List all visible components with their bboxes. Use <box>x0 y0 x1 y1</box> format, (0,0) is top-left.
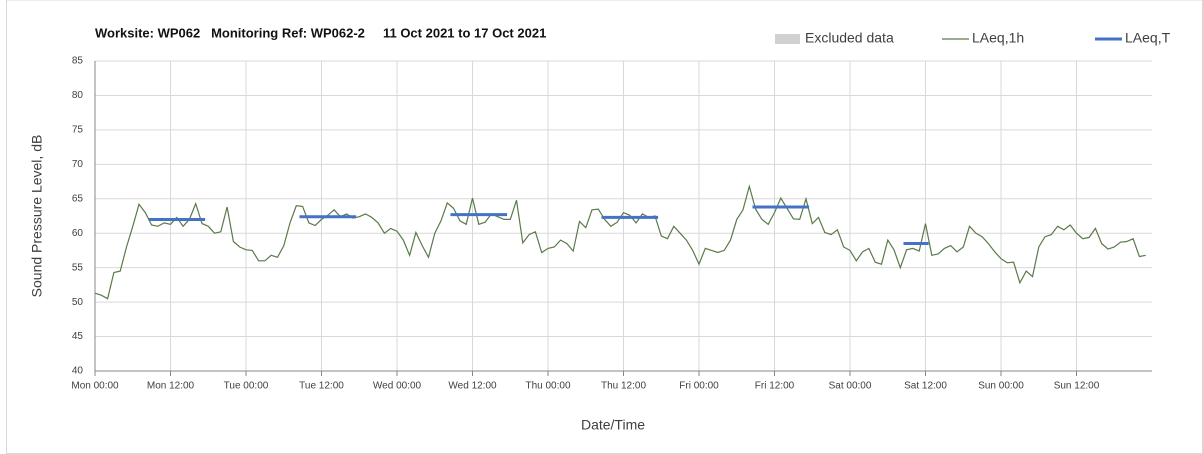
y-tick-label: 70 <box>72 159 84 170</box>
y-tick-label: 45 <box>72 331 84 342</box>
x-tick-label: Fri 00:00 <box>679 381 719 392</box>
legend-swatch <box>775 34 800 44</box>
legend-label: LAeq,1h <box>972 30 1024 46</box>
x-tick-label: Mon 00:00 <box>71 381 119 392</box>
series-line <box>94 184 1146 300</box>
x-tick-label: Wed 12:00 <box>448 381 497 392</box>
y-tick-label: 40 <box>72 366 84 377</box>
y-axis-title: Sound Pressure Level, dB <box>29 135 45 298</box>
x-tick-label: Wed 00:00 <box>373 381 422 392</box>
x-tick-label: Fri 12:00 <box>755 381 795 392</box>
x-tick-label: Sun 00:00 <box>978 381 1024 392</box>
legend-label: LAeq,T <box>1125 30 1171 46</box>
x-axis-title: Date/Time <box>581 417 645 433</box>
x-tick-label: Sat 12:00 <box>904 381 947 392</box>
x-tick-label: Sun 12:00 <box>1054 381 1100 392</box>
x-tick-label: Tue 00:00 <box>224 381 269 392</box>
x-tick-label: Tue 12:00 <box>299 381 344 392</box>
y-tick-label: 65 <box>72 193 84 204</box>
x-tick-label: Sat 00:00 <box>829 381 872 392</box>
legend-label: Excluded data <box>805 30 894 46</box>
x-tick-label: Mon 12:00 <box>147 381 195 392</box>
chart-title: Worksite: WP062 Monitoring Ref: WP062-2 … <box>95 25 546 40</box>
y-tick-label: 75 <box>72 125 84 136</box>
x-tick-label: Thu 12:00 <box>601 381 646 392</box>
y-tick-label: 50 <box>72 297 84 308</box>
y-tick-label: 85 <box>72 56 84 67</box>
y-tick-label: 60 <box>72 228 84 239</box>
y-tick-label: 55 <box>72 262 84 273</box>
x-tick-label: Thu 00:00 <box>525 381 570 392</box>
y-tick-label: 80 <box>72 90 84 101</box>
